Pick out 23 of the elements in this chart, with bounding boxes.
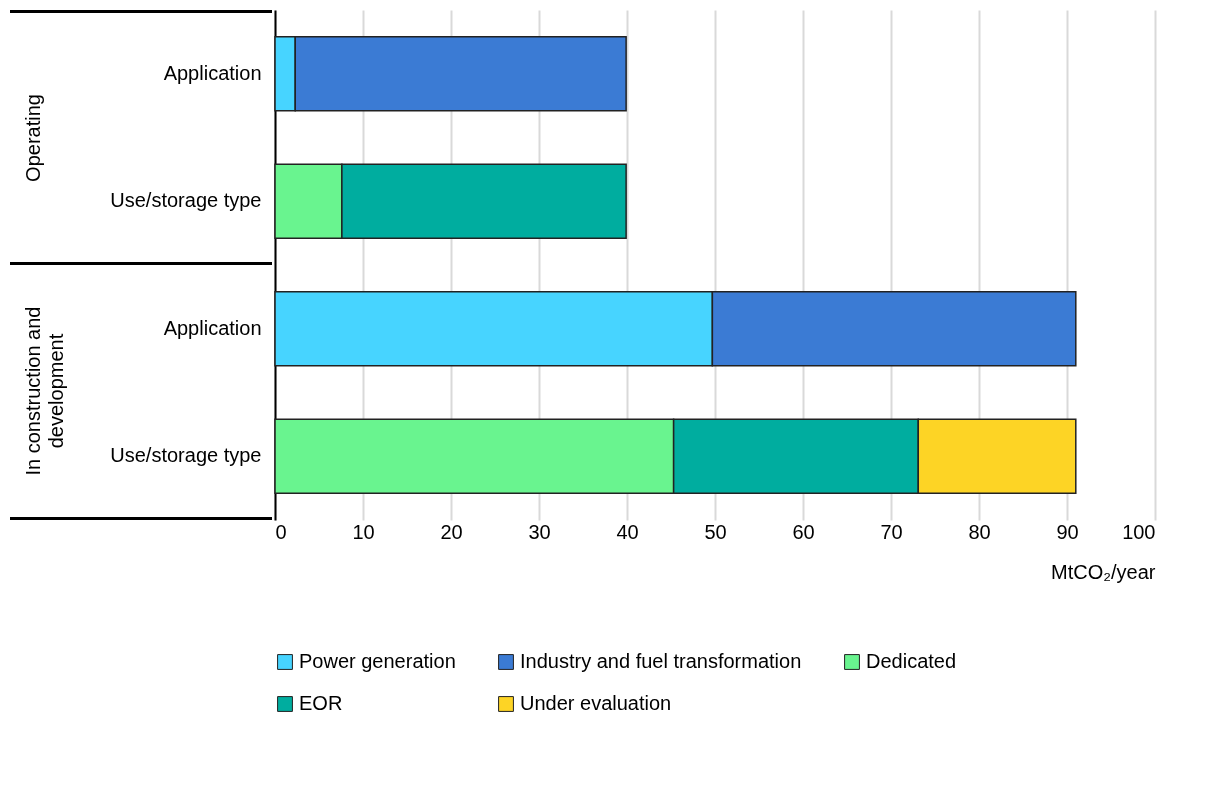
legend-label: Under evaluation — [520, 692, 672, 714]
y-tick-label: Use/storage type — [110, 444, 262, 467]
x-tick-label: 70 — [880, 520, 903, 543]
legend-label: Industry and fuel transformation — [520, 650, 802, 672]
legend-label: EOR — [299, 692, 343, 714]
x-tick-label: 80 — [968, 520, 991, 543]
text: In construction and development — [22, 305, 68, 478]
y-tick-label: Use/storage type — [110, 189, 262, 212]
x-tick-label: 30 — [528, 520, 551, 543]
legend-label: Power generation — [299, 650, 456, 672]
text: Operating — [22, 92, 45, 184]
legend-label: Dedicated — [866, 650, 957, 672]
y-tick-label: Application — [163, 316, 262, 339]
x-tick-label: 100 — [1122, 520, 1156, 543]
y-tick-label: Application — [163, 61, 262, 84]
x-tick-label: 0 — [275, 520, 287, 543]
x-tick-label: 40 — [616, 520, 639, 543]
x-tick-label: 10 — [352, 520, 375, 543]
x-tick-label: 50 — [704, 520, 727, 543]
x-axis-title: MtCO₂/year — [1051, 560, 1156, 583]
x-tick-label: 20 — [440, 520, 463, 543]
x-tick-label: 90 — [1056, 520, 1079, 543]
x-tick-label: 60 — [792, 520, 815, 543]
